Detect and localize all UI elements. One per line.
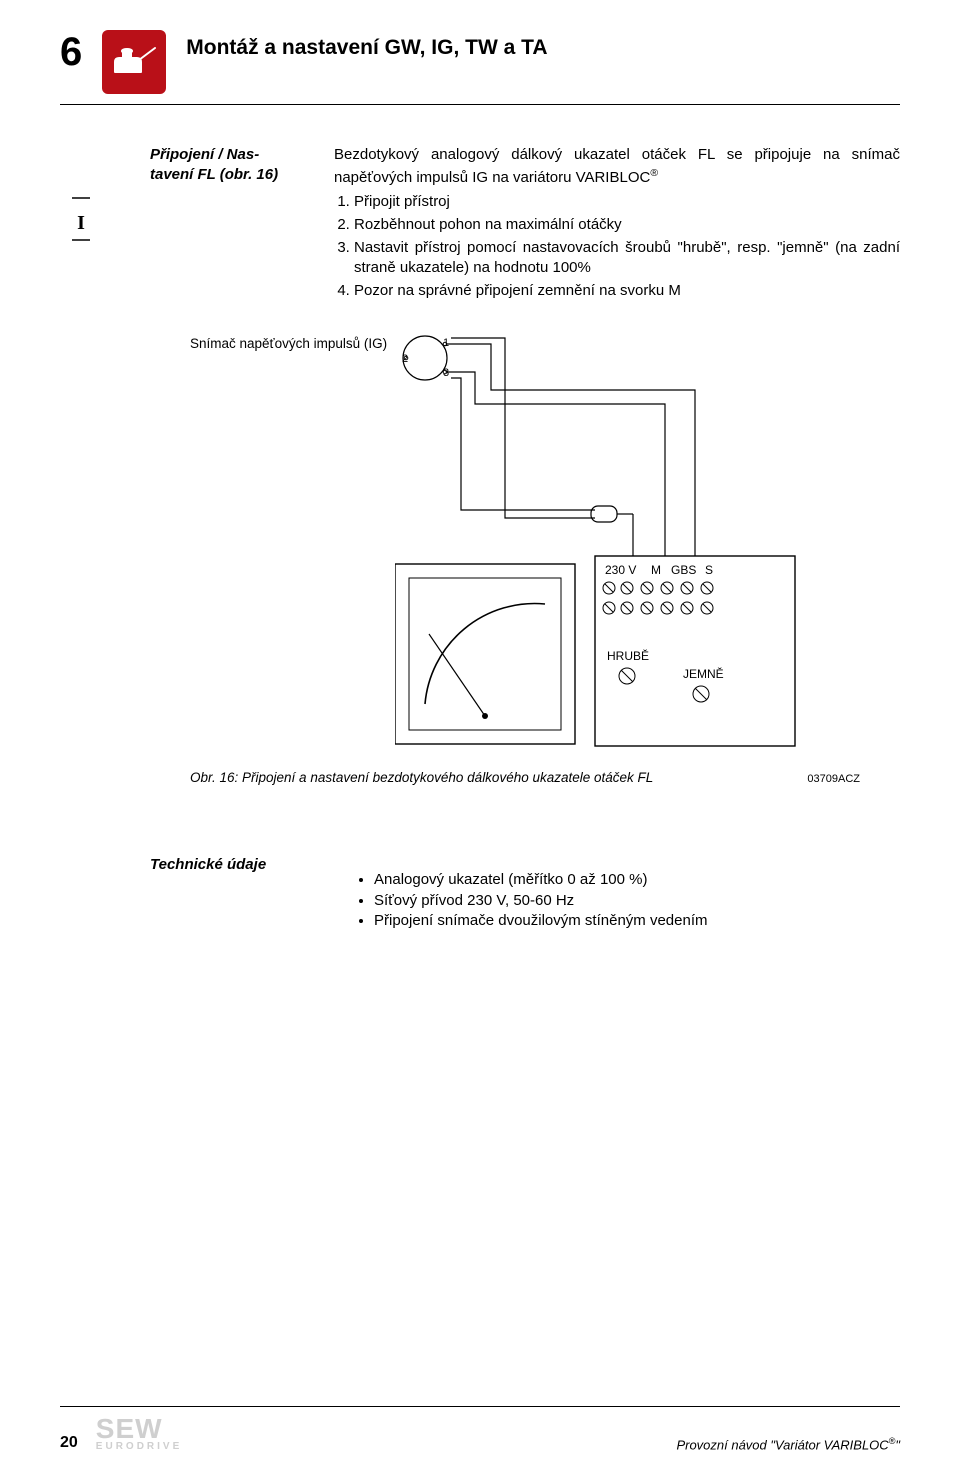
figure-caption: Obr. 16: Připojení a nastavení bezdotyko… — [190, 770, 653, 785]
margin-indicator: I — [70, 196, 92, 267]
terminal-230v: 230 V — [605, 563, 636, 577]
technical-heading: Technické údaje — [150, 855, 306, 947]
section-label-line2: tavení FL (obr. 16) — [150, 166, 278, 183]
brand-logo: SEW EURODRIVE — [96, 1413, 182, 1452]
chapter-number: 6 — [60, 32, 82, 72]
intro-text: Bezdotykový analogový dálkový ukazatel o… — [334, 146, 900, 186]
sensor-label: Snímač napěťových impulsů (IG) — [190, 336, 387, 351]
registered-mark: ® — [650, 167, 658, 179]
terminal-s: S — [705, 563, 713, 577]
terminal-m: M — [651, 563, 661, 577]
brand-name: SEW — [96, 1413, 163, 1444]
section-label-line1: Připojení / Nas- — [150, 146, 259, 163]
page-footer: 20 SEW EURODRIVE Provozní návod "Variáto… — [60, 1406, 900, 1452]
terminal-gbs: GBS — [671, 563, 696, 577]
figure-16: Snímač napěťových impulsů (IG) 1 2 3 — [150, 334, 900, 785]
brand-sub: EURODRIVE — [96, 1441, 182, 1452]
step-item: Rozběhnout pohon na maximální otáčky — [354, 215, 900, 236]
oil-can-icon — [102, 30, 166, 94]
page-number: 20 — [60, 1434, 78, 1452]
step-item: Nastavit přístroj pomocí nastavovacích š… — [354, 238, 900, 279]
figure-caption-row: Obr. 16: Připojení a nastavení bezdotyko… — [190, 770, 860, 785]
step-item: Pozor na správné připojení zemnění na sv… — [354, 281, 900, 302]
technical-data-section: Technické údaje Analogový ukazatel (měří… — [150, 855, 900, 947]
technical-item: Síťový přívod 230 V, 50-60 Hz — [374, 891, 900, 912]
technical-item: Připojení snímače dvoužilovým stíněným v… — [374, 911, 900, 932]
section-label: Připojení / Nas- tavení FL (obr. 16) — [150, 145, 306, 304]
technical-list: Analogový ukazatel (měřítko 0 až 100 %) … — [334, 870, 900, 932]
doc-suffix: " — [895, 1437, 900, 1452]
margin-letter: I — [70, 213, 92, 233]
document-title: Provozní návod "Variátor VARIBLOC®" — [676, 1436, 900, 1452]
chapter-title: Montáž a nastavení GW, IG, TW a TA — [186, 36, 547, 60]
technical-item: Analogový ukazatel (měřítko 0 až 100 %) — [374, 870, 900, 891]
doc-prefix: Provozní návod "Variátor VARIBLOC — [676, 1437, 888, 1452]
fine-label: JEMNĚ — [683, 666, 724, 681]
section-body: Bezdotykový analogový dálkový ukazatel o… — [334, 145, 900, 304]
page-header: 6 Montáž a nastavení GW, IG, TW a TA — [60, 30, 900, 105]
figure-code: 03709ACZ — [807, 773, 860, 785]
step-item: Připojit přístroj — [354, 192, 900, 213]
coarse-label: HRUBĚ — [607, 648, 649, 663]
steps-list: Připojit přístroj Rozběhnout pohon na ma… — [334, 192, 900, 301]
wiring-diagram: 1 2 3 — [395, 334, 835, 764]
connection-section: Připojení / Nas- tavení FL (obr. 16) Bez… — [150, 145, 900, 304]
